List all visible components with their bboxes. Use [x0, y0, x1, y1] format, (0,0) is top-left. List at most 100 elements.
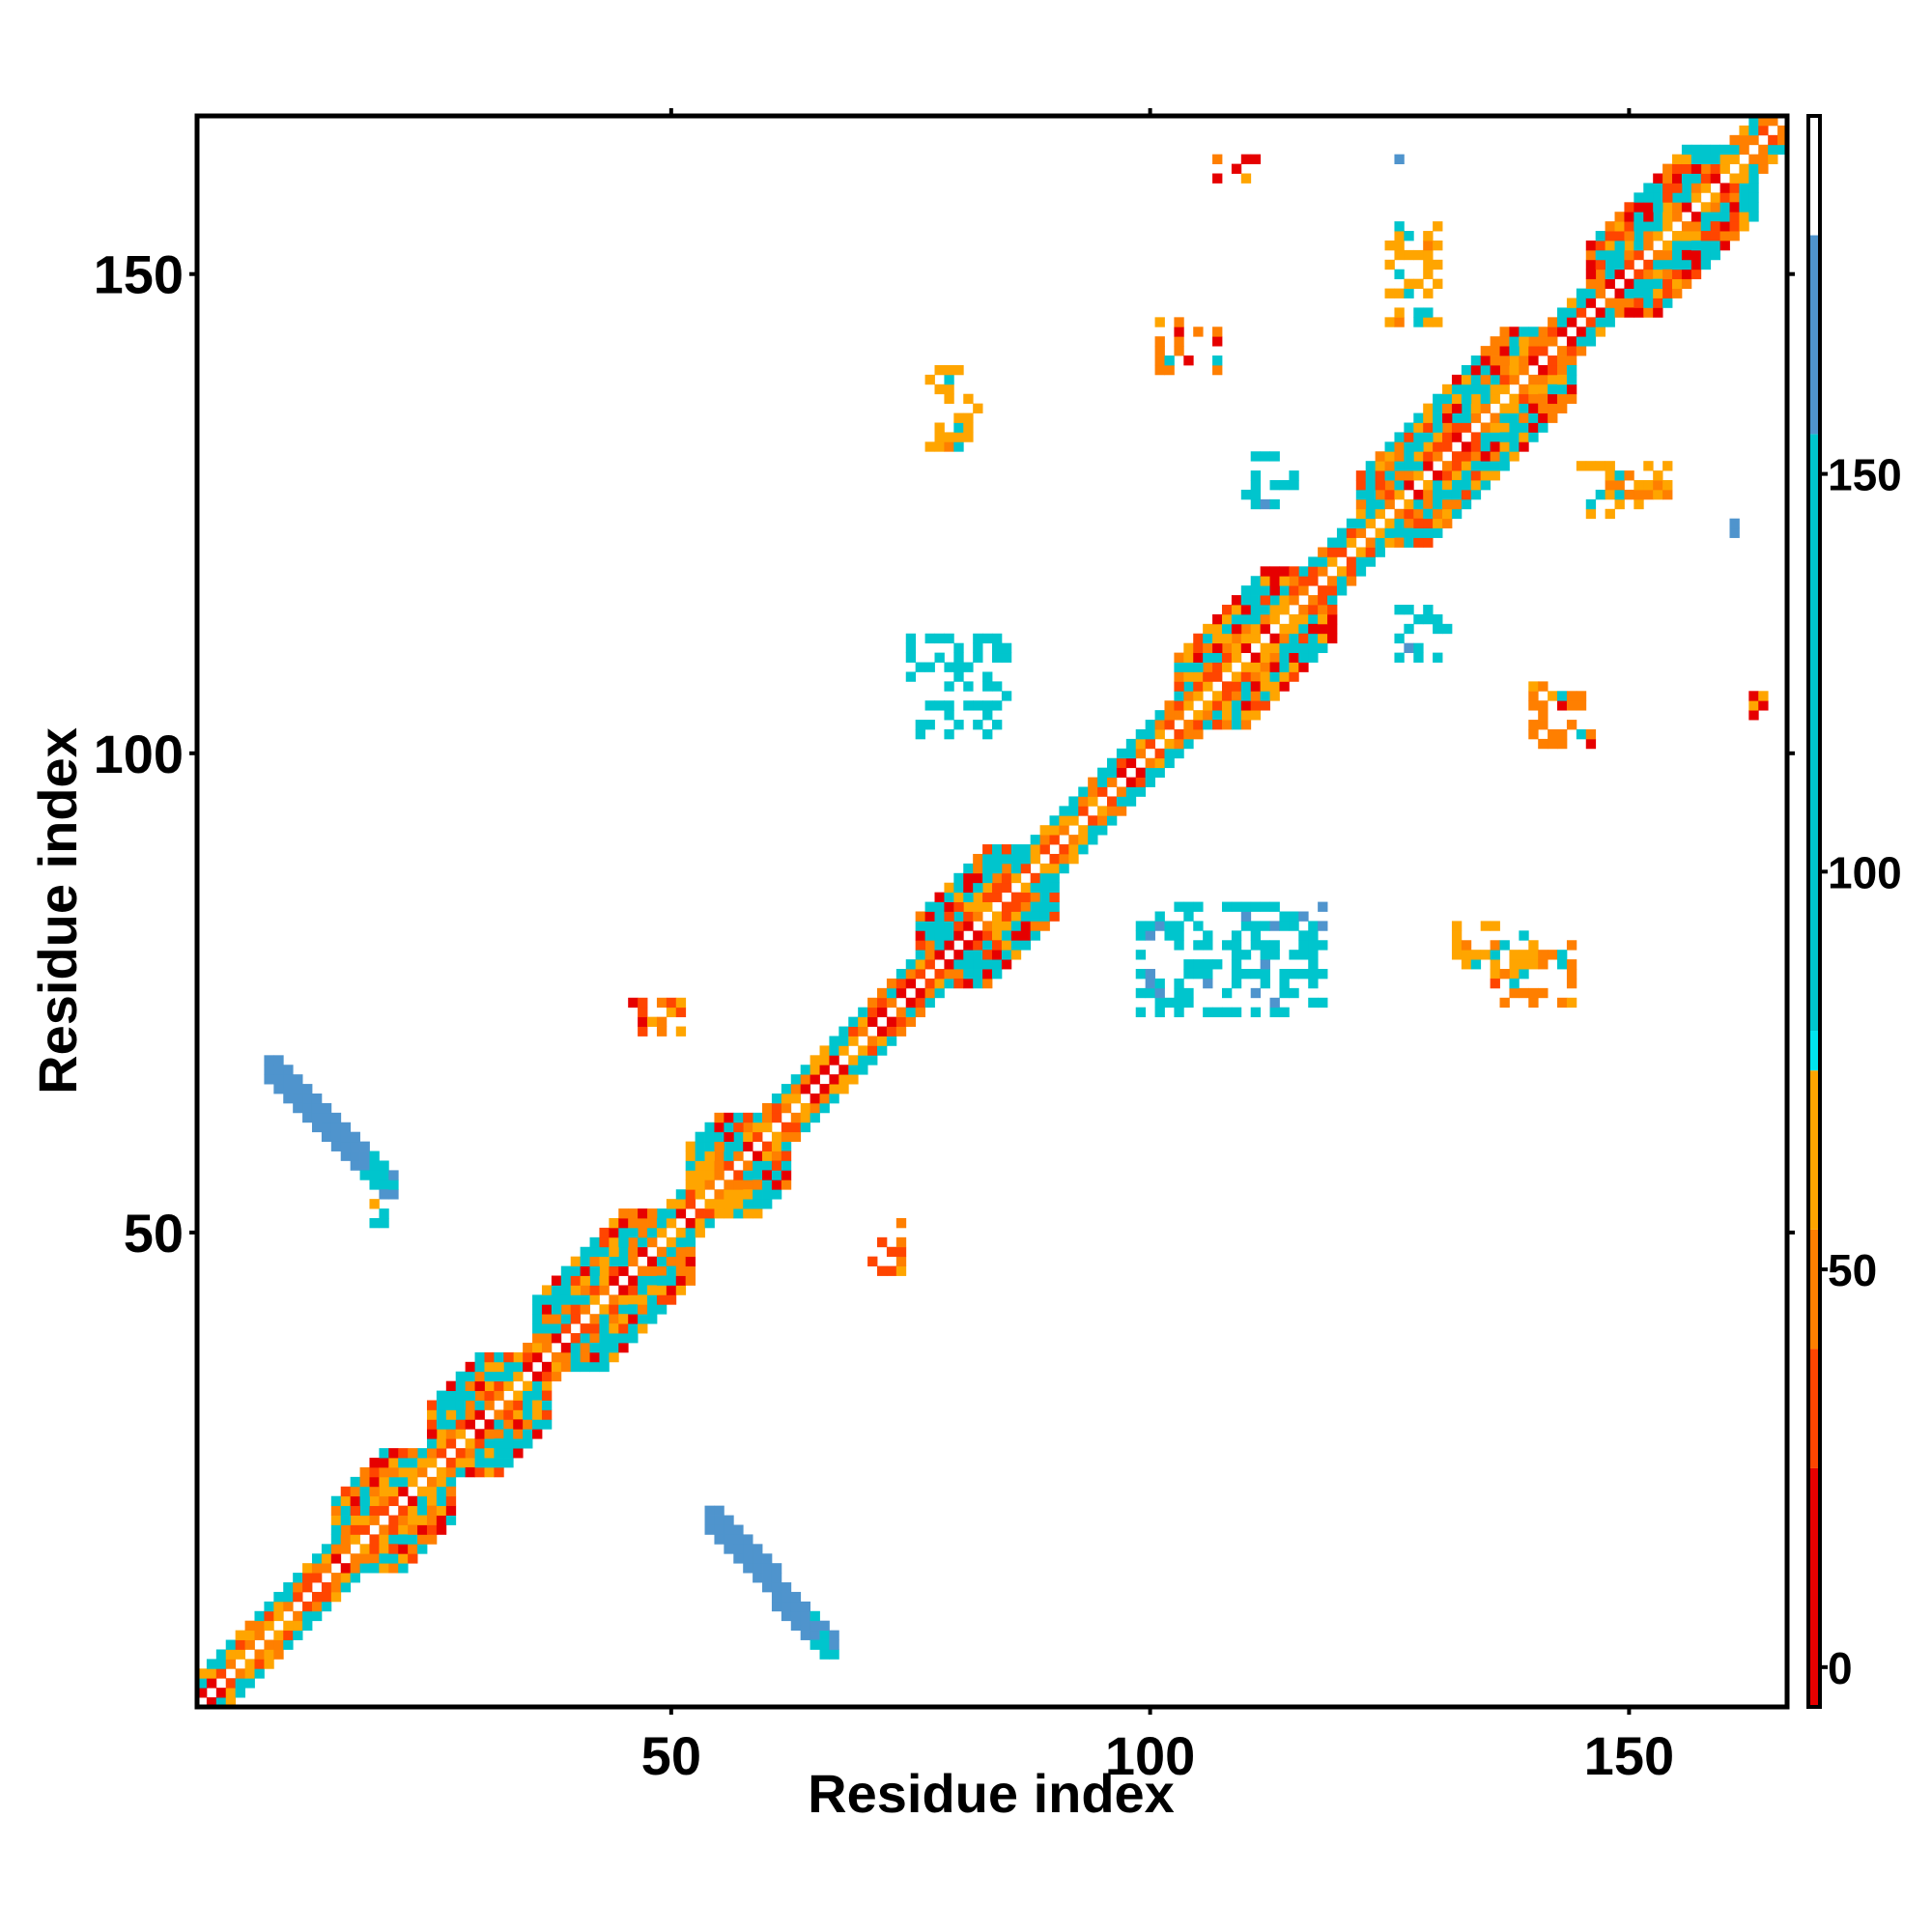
heatmap-cell [973, 863, 983, 874]
heatmap-cell [1174, 930, 1184, 941]
heatmap-cell [1700, 183, 1712, 193]
heatmap-cell [685, 1160, 696, 1171]
heatmap-cell [944, 374, 954, 385]
heatmap-cell [1289, 595, 1299, 606]
heatmap-cell [1585, 498, 1597, 510]
heatmap-cell [1576, 691, 1587, 701]
heatmap-cell [1174, 738, 1184, 750]
heatmap-cell [532, 1342, 543, 1353]
heatmap-cell [1174, 317, 1184, 327]
heatmap-cell [675, 1026, 687, 1037]
heatmap-cell [992, 911, 1003, 922]
heatmap-cell [1298, 662, 1309, 672]
heatmap-cell [244, 1668, 255, 1679]
heatmap-cell [1289, 911, 1299, 922]
heatmap-cell [1001, 911, 1012, 922]
heatmap-cell [1566, 700, 1577, 711]
heatmap-cell [474, 1458, 485, 1468]
heatmap-cell [1174, 671, 1184, 682]
heatmap-cell [1260, 451, 1270, 462]
heatmap-cell [992, 940, 1003, 951]
heatmap-cell [465, 1466, 475, 1478]
heatmap-cell [1269, 576, 1280, 586]
heatmap-cell [1585, 269, 1597, 280]
heatmap-cell [340, 1534, 352, 1545]
heatmap-cell [1595, 317, 1606, 327]
heatmap-cell [724, 1208, 734, 1219]
heatmap-cell [283, 1084, 294, 1094]
heatmap-cell [599, 1256, 610, 1266]
heatmap-cell [1059, 844, 1069, 855]
heatmap-cell [1413, 527, 1424, 538]
heatmap-cell [484, 1371, 495, 1382]
heatmap-cell [953, 671, 964, 682]
heatmap-cell [848, 1065, 859, 1075]
heatmap-cell [513, 1419, 524, 1430]
heatmap-cell [1729, 134, 1740, 146]
heatmap-cell [666, 1217, 677, 1229]
heatmap-cell [388, 1553, 399, 1564]
heatmap-cell [973, 853, 983, 865]
heatmap-cell [944, 432, 954, 442]
heatmap-cell [992, 720, 1003, 730]
heatmap-cell [1480, 432, 1492, 442]
heatmap-cell [963, 978, 974, 989]
heatmap-cell [1145, 987, 1155, 999]
heatmap-cell [1413, 441, 1424, 452]
heatmap-cell [1548, 728, 1558, 740]
heatmap-cell [1240, 681, 1252, 692]
heatmap-cell [1490, 355, 1500, 366]
heatmap-cell [1308, 969, 1319, 980]
heatmap-cell [1154, 317, 1165, 327]
heatmap-cell [685, 1189, 696, 1200]
y-tick-label: 50 [124, 1203, 184, 1264]
heatmap-cell [743, 1160, 753, 1171]
heatmap-cell [1030, 911, 1040, 922]
heatmap-cell [1566, 720, 1577, 730]
heatmap-cell [1375, 489, 1385, 500]
heatmap-cell [810, 1055, 820, 1065]
heatmap-cell [321, 1112, 332, 1123]
heatmap-cell [1279, 978, 1290, 989]
heatmap-cell [1240, 585, 1252, 596]
heatmap-cell [1576, 700, 1587, 711]
heatmap-cell [1470, 470, 1482, 481]
heatmap-cell [666, 1275, 677, 1286]
heatmap-cell [704, 1524, 715, 1535]
heatmap-cell [426, 1400, 438, 1410]
heatmap-cell [1451, 461, 1463, 471]
heatmap-cell [733, 1151, 744, 1161]
heatmap-cell [915, 662, 925, 672]
heatmap-cell [1566, 997, 1577, 1009]
heatmap-cell [1221, 987, 1233, 999]
heatmap-cell [264, 1610, 274, 1622]
heatmap-cell [944, 921, 954, 931]
heatmap-cell [330, 1573, 342, 1583]
heatmap-cell [1250, 700, 1262, 711]
heatmap-cell [1433, 403, 1443, 413]
heatmap-cell [810, 1630, 820, 1640]
heatmap-cell [714, 1524, 724, 1535]
heatmap-cell [494, 1438, 504, 1449]
heatmap-cell [1548, 336, 1558, 347]
heatmap-cell [1269, 662, 1280, 672]
heatmap-cell [762, 1582, 773, 1593]
heatmap-cell [1068, 853, 1079, 865]
heatmap-cell [905, 969, 917, 980]
heatmap-cell [1538, 327, 1548, 337]
heatmap-cell [704, 1122, 715, 1133]
heatmap-cell [1001, 853, 1012, 865]
heatmap-cell [1269, 921, 1280, 931]
heatmap-cell [924, 959, 935, 970]
heatmap-cell [1269, 691, 1280, 701]
heatmap-cell [953, 652, 964, 663]
heatmap-cell [753, 1112, 763, 1123]
heatmap-cell [503, 1380, 514, 1391]
heatmap-cell [1318, 642, 1328, 654]
heatmap-cell [541, 1419, 553, 1430]
heatmap-cell [379, 1524, 389, 1535]
heatmap-cell [1135, 748, 1147, 759]
heatmap-cell [589, 1361, 600, 1373]
heatmap-cell [1394, 518, 1405, 529]
heatmap-cell [963, 432, 974, 442]
